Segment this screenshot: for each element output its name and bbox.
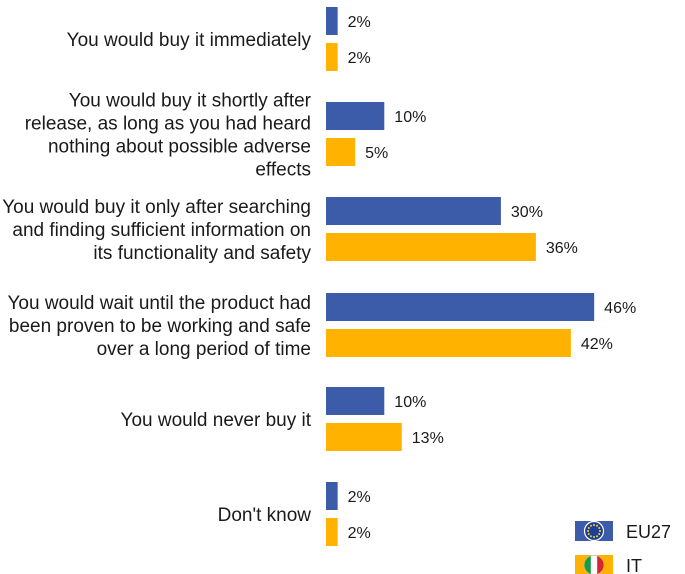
bar-eu27-4	[326, 387, 385, 415]
value-label-it-5: 2%	[348, 525, 371, 542]
category-label-line: You would buy it only after searching	[2, 197, 311, 218]
eu-flag-star	[587, 527, 590, 529]
legend-label-it: IT	[626, 556, 642, 574]
legend-label-eu27: EU27	[626, 522, 671, 542]
bar-it-2	[326, 233, 536, 261]
category-label-3: You would wait until the product had been…	[7, 293, 311, 360]
category-label-line: effects	[255, 160, 311, 181]
italy-flag-green	[584, 556, 591, 574]
value-label-it-3: 42%	[581, 336, 613, 353]
value-label-eu27-3: 46%	[604, 300, 636, 317]
category-label-line: You would never buy it	[121, 410, 312, 431]
category-label-2: You would buy it only after searching and…	[2, 197, 311, 264]
eu-flag-disc	[583, 520, 605, 542]
bar-it-5	[326, 518, 338, 546]
italy-flag-icon	[584, 555, 604, 574]
category-label-line: been proven to be working and safe	[9, 316, 311, 337]
eu-flag-star	[598, 533, 601, 535]
bar-it-0	[326, 43, 338, 71]
bar-eu27-0	[326, 7, 338, 35]
bar-it-1	[326, 138, 356, 166]
legend-item-it: IT	[575, 555, 642, 574]
category-label-line: over a long period of time	[97, 339, 311, 360]
value-label-it-4: 13%	[412, 430, 444, 447]
category-label-5: Don't know	[218, 505, 312, 526]
eu-flag-star	[599, 530, 601, 532]
bar-eu27-1	[326, 102, 385, 130]
value-label-it-0: 2%	[348, 50, 371, 67]
category-label-line: You would buy it shortly after	[69, 91, 312, 112]
eu-flag-star	[593, 536, 595, 538]
value-label-eu27-4: 10%	[394, 394, 426, 411]
eu-flag-star	[590, 524, 592, 527]
eu-flag-star	[596, 524, 598, 527]
bar-eu27-3	[326, 293, 595, 321]
category-label-4: You would never buy it	[121, 410, 312, 431]
legend-item-eu27: EU27	[575, 520, 671, 542]
eu-flag-star	[590, 535, 592, 538]
value-label-eu27-5: 2%	[348, 489, 371, 506]
category-label-line: Don't know	[218, 505, 312, 526]
category-label-0: You would buy it immediately	[67, 30, 312, 51]
category-label-line: its functionality and safety	[93, 243, 311, 264]
bar-it-4	[326, 423, 402, 451]
bars-layer	[326, 7, 595, 546]
bar-eu27-2	[326, 197, 501, 225]
labels-layer: 2% 2% You would buy it immediately 10% 5% You…	[2, 14, 636, 542]
legend: EU27 IT	[575, 520, 671, 574]
category-label-line: You would buy it immediately	[67, 30, 312, 51]
category-label-line: nothing about possible adverse	[48, 137, 311, 158]
category-label-line: and finding sufficient information on	[12, 220, 311, 241]
category-label-line: release, as long as you had heard	[25, 114, 311, 135]
category-label-1: You would buy it shortly after release, a…	[25, 91, 312, 181]
eu-flag-star	[587, 533, 590, 535]
italy-flag-red	[597, 556, 604, 574]
value-label-eu27-1: 10%	[394, 109, 426, 126]
eu-flag-star	[587, 530, 589, 532]
value-label-eu27-0: 2%	[348, 14, 371, 31]
eu-flag-star	[593, 524, 595, 526]
eu-flag-star	[596, 535, 598, 538]
category-label-line: You would wait until the product had	[7, 293, 311, 314]
value-label-eu27-2: 30%	[511, 204, 543, 221]
bar-it-3	[326, 329, 571, 357]
eu-flag-icon	[583, 520, 605, 542]
value-label-it-1: 5%	[365, 145, 388, 162]
value-label-it-2: 36%	[546, 240, 578, 257]
eu-flag-star	[598, 527, 601, 529]
bar-eu27-5	[326, 482, 338, 510]
